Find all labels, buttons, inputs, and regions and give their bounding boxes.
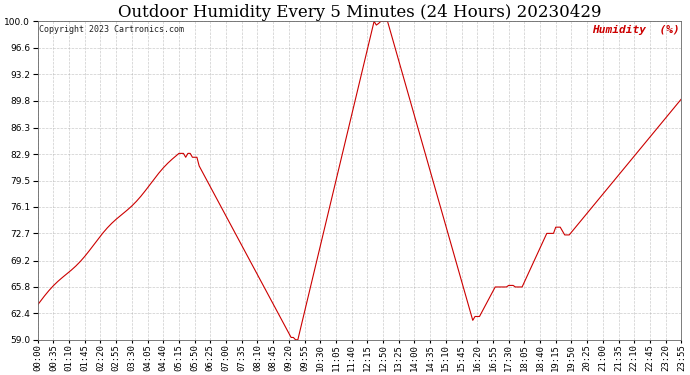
Text: Humidity  (%): Humidity (%) <box>592 24 680 34</box>
Title: Outdoor Humidity Every 5 Minutes (24 Hours) 20230429: Outdoor Humidity Every 5 Minutes (24 Hou… <box>118 4 601 21</box>
Text: Copyright 2023 Cartronics.com: Copyright 2023 Cartronics.com <box>39 24 184 33</box>
